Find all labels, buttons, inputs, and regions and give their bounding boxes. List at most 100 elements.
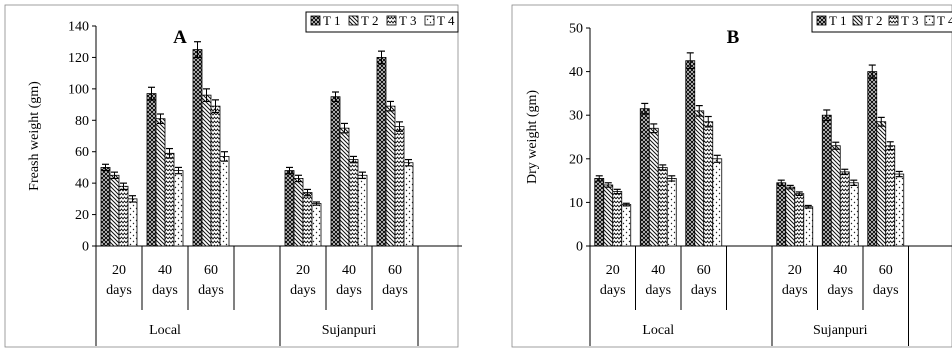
bar-t4 bbox=[621, 204, 632, 247]
legend-label: T 4 bbox=[437, 13, 455, 28]
category-label: days bbox=[336, 283, 362, 298]
bar-t4 bbox=[894, 173, 905, 247]
legend-label: T 2 bbox=[865, 13, 882, 28]
category-label: 20 bbox=[788, 263, 802, 278]
bar-t3 bbox=[348, 159, 359, 247]
category-label: 40 bbox=[651, 263, 665, 278]
bar-t1 bbox=[376, 57, 387, 247]
bar-t1 bbox=[867, 71, 878, 247]
bar-t3 bbox=[794, 193, 805, 247]
category-label: 60 bbox=[697, 263, 711, 278]
bar-t2 bbox=[155, 118, 166, 247]
bar-t1 bbox=[284, 170, 295, 247]
y-tick-label: 0 bbox=[82, 240, 89, 255]
legend-swatch bbox=[310, 15, 321, 26]
group-label: Sujanpuri bbox=[322, 323, 377, 338]
bar-t4 bbox=[666, 178, 677, 247]
bar-t4 bbox=[803, 206, 814, 247]
legend-label: T 1 bbox=[323, 13, 340, 28]
bar-t2 bbox=[385, 105, 396, 247]
group-label: Sujanpuri bbox=[813, 323, 868, 338]
legend-label: T 1 bbox=[829, 13, 846, 28]
bar-t1 bbox=[776, 182, 787, 247]
legend-swatch bbox=[424, 15, 435, 26]
bar-t2 bbox=[603, 184, 614, 247]
bar-t1 bbox=[146, 93, 157, 247]
category-label: days bbox=[198, 283, 224, 298]
legend-swatch bbox=[386, 15, 397, 26]
bar-t3 bbox=[164, 152, 175, 247]
y-axis-label: Dry weight (gm) bbox=[525, 90, 540, 184]
category-label: days bbox=[382, 283, 408, 298]
legend-label: T 4 bbox=[937, 13, 952, 28]
bar-t4 bbox=[127, 198, 138, 247]
category-label: 40 bbox=[342, 263, 356, 278]
y-tick-label: 30 bbox=[569, 109, 583, 124]
bar-t2 bbox=[648, 127, 659, 247]
category-label: 20 bbox=[112, 263, 126, 278]
chart-frame bbox=[511, 4, 952, 348]
chart-a: 0 20 40 60 80 100 120 140 Freash weight (gm) Loca… bbox=[4, 4, 462, 348]
bar-t2 bbox=[293, 178, 304, 247]
y-tick-label: 40 bbox=[75, 177, 89, 192]
category-label: days bbox=[827, 283, 853, 298]
y-axis-label: Freash weight (gm) bbox=[27, 81, 42, 191]
y-tick-label: 40 bbox=[569, 65, 583, 80]
group-label: Local bbox=[149, 323, 181, 338]
category-label: 60 bbox=[879, 263, 893, 278]
category-label: 20 bbox=[296, 263, 310, 278]
y-tick-label: 100 bbox=[68, 82, 89, 97]
bar-t3 bbox=[612, 191, 623, 247]
bar-t2 bbox=[694, 110, 705, 247]
category-label: 40 bbox=[833, 263, 847, 278]
bar-t4 bbox=[219, 156, 230, 247]
legend-swatch bbox=[888, 15, 899, 26]
category-label: days bbox=[152, 283, 178, 298]
category-label: days bbox=[645, 283, 671, 298]
legend-swatch bbox=[348, 15, 359, 26]
bar-t3 bbox=[394, 126, 405, 247]
bar-t3 bbox=[118, 185, 129, 247]
bar-t1 bbox=[821, 114, 832, 247]
bar-t3 bbox=[657, 167, 668, 247]
bar-t4 bbox=[403, 162, 414, 247]
y-tick-label: 60 bbox=[75, 145, 89, 160]
legend-swatch bbox=[816, 15, 827, 26]
bar-t1 bbox=[100, 167, 111, 247]
bar-t4 bbox=[173, 170, 184, 247]
bar-t4 bbox=[848, 182, 859, 247]
bar-t3 bbox=[839, 171, 850, 247]
bar-t3 bbox=[210, 105, 221, 247]
legend-label: T 3 bbox=[901, 13, 918, 28]
category-label: days bbox=[290, 283, 316, 298]
bar-t4 bbox=[357, 174, 368, 247]
y-tick-label: 140 bbox=[68, 20, 89, 35]
bar-t2 bbox=[201, 94, 212, 247]
bar-t3 bbox=[703, 121, 714, 247]
bar-t2 bbox=[339, 127, 350, 247]
category-label: 20 bbox=[606, 263, 620, 278]
category-label: days bbox=[600, 283, 626, 298]
category-label: days bbox=[873, 283, 899, 298]
category-label: 60 bbox=[388, 263, 402, 278]
legend-label: T 3 bbox=[399, 13, 416, 28]
legend-swatch bbox=[924, 15, 935, 26]
y-tick-label: 20 bbox=[569, 152, 583, 167]
chart-frame bbox=[4, 4, 459, 348]
group-label: Local bbox=[642, 323, 674, 338]
legend bbox=[811, 11, 952, 33]
category-label: days bbox=[691, 283, 717, 298]
y-tick-label: 0 bbox=[576, 240, 583, 255]
chart-title: B bbox=[727, 27, 740, 48]
chart-b: 0 10 20 30 40 50 Dry weight (gm) Local 20 days 40 d… bbox=[511, 4, 952, 348]
y-tick-label: 10 bbox=[569, 196, 583, 211]
bar-t1 bbox=[685, 60, 696, 247]
category-label: 40 bbox=[158, 263, 172, 278]
category-label: days bbox=[106, 283, 132, 298]
category-label: 60 bbox=[204, 263, 218, 278]
chart-title: A bbox=[173, 27, 187, 48]
legend-label: T 2 bbox=[361, 13, 378, 28]
category-label: days bbox=[782, 283, 808, 298]
bar-t2 bbox=[109, 174, 120, 247]
y-tick-label: 80 bbox=[75, 114, 89, 129]
